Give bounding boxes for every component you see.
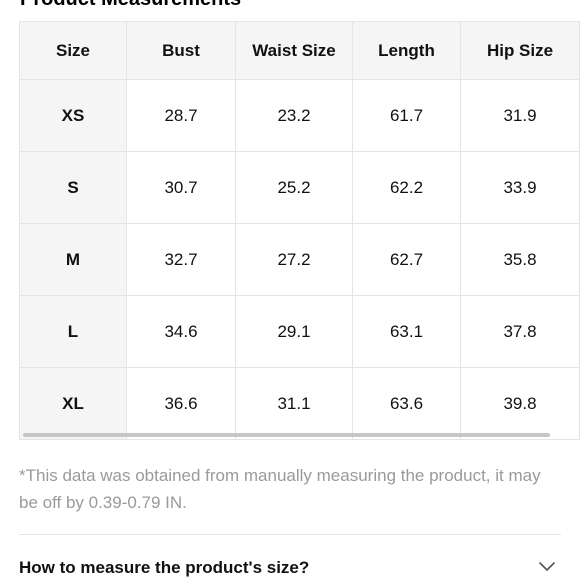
- hip-cell: 33.9: [460, 151, 580, 224]
- size-label-cell: XS: [19, 79, 127, 152]
- length-cell: 63.6: [352, 367, 461, 440]
- how-to-measure-toggle[interactable]: How to measure the product's size?: [19, 552, 561, 580]
- bust-cell: 28.7: [126, 79, 236, 152]
- horizontal-scrollbar[interactable]: [23, 433, 550, 437]
- table-header-row: Size Bust Waist Size Length Hip Size: [19, 21, 580, 80]
- size-label-cell: M: [19, 223, 127, 296]
- column-header-length: Length: [352, 21, 461, 80]
- bust-cell: 32.7: [126, 223, 236, 296]
- table-row: M 32.7 27.2 62.7 35.8: [19, 223, 580, 296]
- length-cell: 62.7: [352, 223, 461, 296]
- column-header-bust: Bust: [126, 21, 236, 80]
- size-label-cell: S: [19, 151, 127, 224]
- length-cell: 63.1: [352, 295, 461, 368]
- waist-cell: 29.1: [235, 295, 353, 368]
- waist-cell: 25.2: [235, 151, 353, 224]
- hip-cell: 39.8: [460, 367, 580, 440]
- column-header-waist: Waist Size: [235, 21, 353, 80]
- length-cell: 61.7: [352, 79, 461, 152]
- column-header-size: Size: [19, 21, 127, 80]
- measurement-disclaimer: *This data was obtained from manually me…: [19, 466, 541, 512]
- bust-cell: 36.6: [126, 367, 236, 440]
- hip-cell: 31.9: [460, 79, 580, 152]
- section-title: Product Measurements: [20, 0, 241, 11]
- divider: [19, 534, 561, 535]
- bust-cell: 34.6: [126, 295, 236, 368]
- hip-cell: 35.8: [460, 223, 580, 296]
- table-row: S 30.7 25.2 62.2 33.9: [19, 151, 580, 224]
- size-table-scroll-area[interactable]: Size Bust Waist Size Length Hip Size XS …: [19, 21, 580, 440]
- hip-cell: 37.8: [460, 295, 580, 368]
- size-label-cell: XL: [19, 367, 127, 440]
- waist-cell: 23.2: [235, 79, 353, 152]
- how-to-measure-label: How to measure the product's size?: [19, 558, 310, 577]
- size-label-cell: L: [19, 295, 127, 368]
- waist-cell: 31.1: [235, 367, 353, 440]
- table-row: XS 28.7 23.2 61.7 31.9: [19, 79, 580, 152]
- chevron-down-icon: [539, 562, 555, 571]
- length-cell: 62.2: [352, 151, 461, 224]
- size-table: Size Bust Waist Size Length Hip Size XS …: [19, 21, 580, 440]
- column-header-hip: Hip Size: [460, 21, 580, 80]
- waist-cell: 27.2: [235, 223, 353, 296]
- bust-cell: 30.7: [126, 151, 236, 224]
- table-row: XL 36.6 31.1 63.6 39.8: [19, 367, 580, 440]
- table-row: L 34.6 29.1 63.1 37.8: [19, 295, 580, 368]
